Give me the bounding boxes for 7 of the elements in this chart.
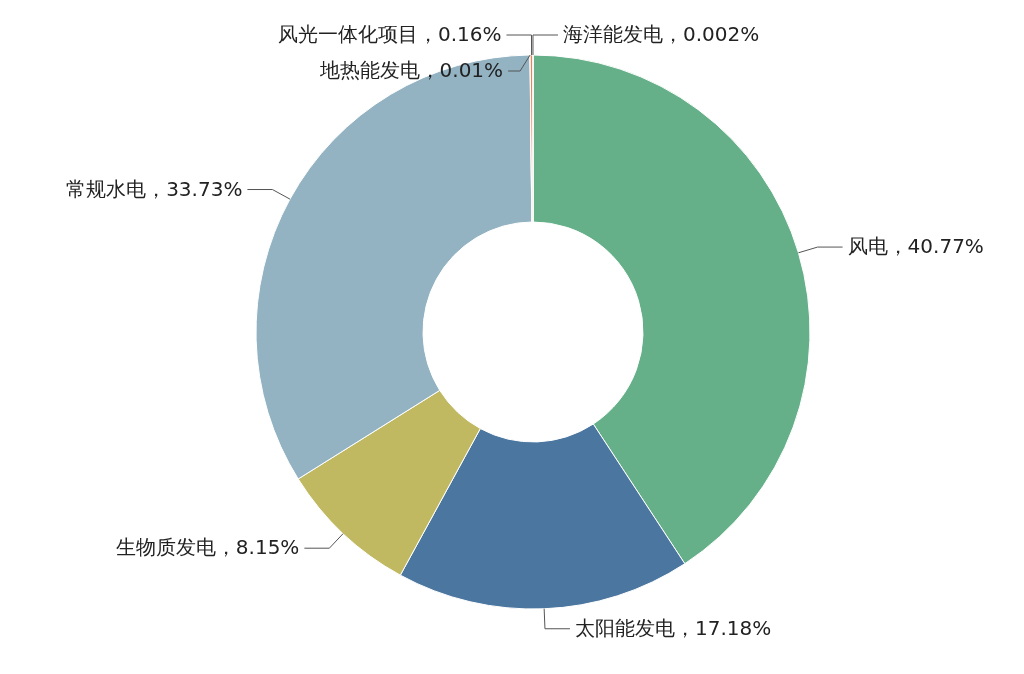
slice-label: 生物质发电，8.15% — [115, 535, 300, 560]
slice-label: 地热能发电，0.01% — [318, 58, 504, 82]
slice-label: 风光一体化项目，0.16% — [277, 22, 502, 46]
slice-label: 风电，40.77% — [847, 234, 984, 259]
slice-label: 太阳能发电，17.18% — [574, 615, 772, 640]
slice-label: 常规水电，33.73% — [66, 176, 243, 201]
slice-label: 海洋能发电，0.002% — [562, 22, 760, 46]
